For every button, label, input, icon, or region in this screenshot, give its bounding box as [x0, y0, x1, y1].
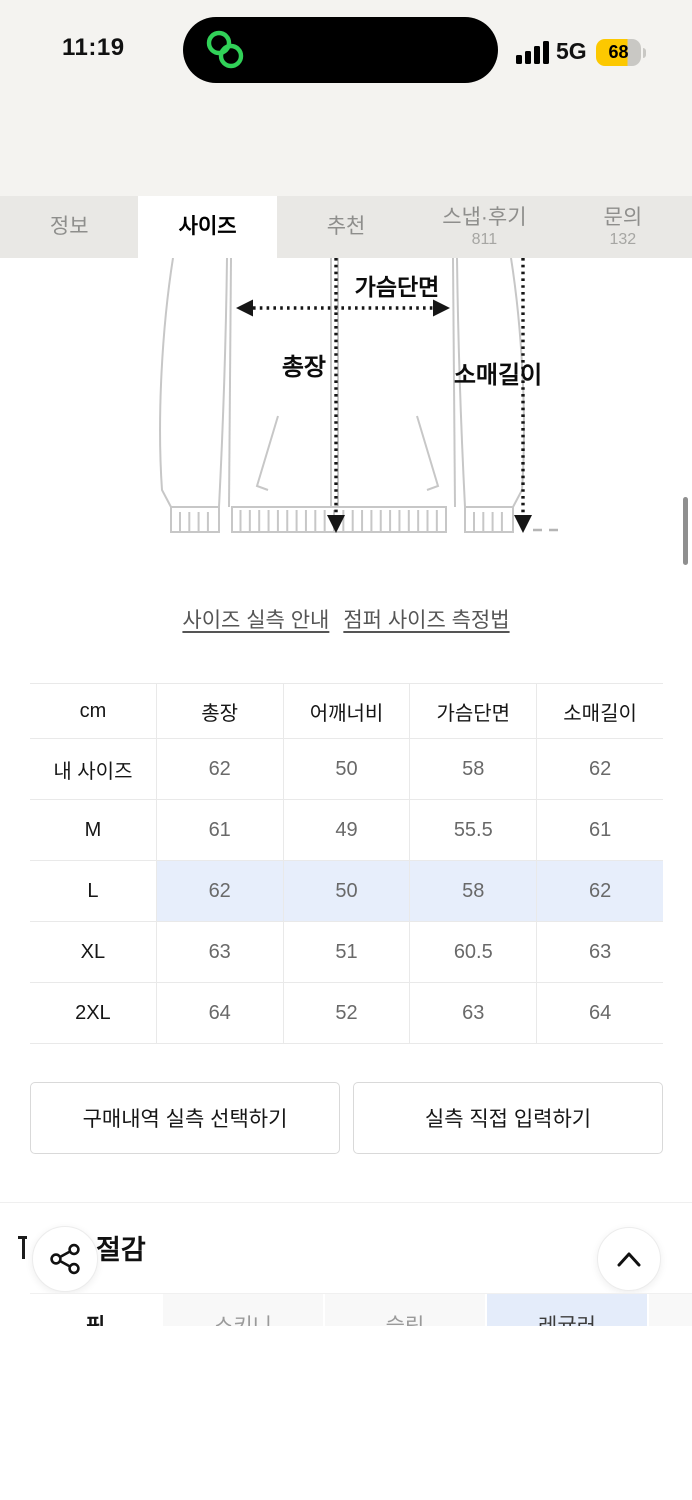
purchase-bar: 5.6천 구매하기 [0, 1326, 692, 1500]
scroll-to-top-button[interactable] [597, 1227, 661, 1291]
share-nodes-icon [50, 1243, 80, 1275]
dynamic-island [183, 17, 498, 83]
jumper-measure-method-link[interactable]: 점퍼 사이즈 측정법 [343, 609, 510, 632]
size-table-row: XL 63 51 60.5 63 [30, 922, 663, 983]
size-value-cell: 55.5 [409, 800, 536, 860]
size-value-cell: 60.5 [409, 922, 536, 982]
size-table: cm 총장 어깨너비 가슴단면 소매길이 내 사이즈 62 50 58 62 M 61 49 55.5 61… [30, 683, 663, 1044]
measure-actions: 구매내역 실측 선택하기 실측 직접 입력하기 [30, 1082, 663, 1154]
review-count: 811 [471, 230, 498, 248]
fit-section-heading: 절감 [96, 1235, 146, 1265]
tab-info[interactable]: 정보 [49, 215, 89, 239]
size-value-cell: 62 [155, 861, 283, 921]
size-value-cell: 51 [282, 922, 410, 982]
inquiry-count: 132 [609, 230, 637, 248]
size-table-row: 내 사이즈 62 50 58 62 [30, 739, 663, 800]
size-row-label: M [84, 818, 102, 841]
nav-bar [0, 100, 692, 270]
section-divider [0, 1202, 692, 1203]
size-value-cell: 58 [409, 861, 537, 921]
sleeve-length-label: 소매길이 [453, 362, 543, 389]
battery-indicator: 68 [596, 39, 641, 66]
green-link-rings-icon [206, 30, 244, 69]
share-button[interactable] [32, 1226, 98, 1292]
size-value-cell: 58 [409, 739, 536, 799]
size-value-cell: 61 [155, 800, 283, 860]
tab-snap-reviews[interactable]: 스냅·후기 811 [442, 205, 527, 248]
size-value-cell: 63 [536, 922, 663, 982]
scrollbar-thumb[interactable] [683, 497, 688, 565]
size-value-cell: 62 [536, 739, 663, 799]
size-table-row: L 62 50 58 62 [30, 861, 663, 922]
size-row-label: L [87, 879, 99, 902]
size-measure-guide-link[interactable]: 사이즈 실측 안내 [182, 609, 330, 632]
signal-bars-icon [516, 41, 549, 64]
measure-links: 사이즈 실측 안내 점퍼 사이즈 측정법 [0, 604, 692, 634]
clock: 11:19 [62, 34, 125, 61]
size-table-header-cell: cm [79, 699, 107, 722]
jacket-measurement-diagram: 가슴단면 총장 소매길이 [0, 257, 692, 570]
tab-inquiry[interactable]: 문의 132 [603, 205, 643, 248]
network-type: 5G [556, 38, 587, 64]
size-value-cell: 52 [282, 983, 410, 1043]
battery-tip [643, 48, 646, 58]
size-value-cell: 62 [155, 739, 283, 799]
size-table-header-cell: 가슴단면 [409, 684, 536, 738]
size-value-cell: 64 [155, 983, 283, 1043]
input-measure-button[interactable]: 실측 직접 입력하기 [353, 1082, 663, 1154]
size-table-row: 2XL 64 52 63 64 [30, 983, 663, 1044]
size-value-cell: 49 [282, 800, 410, 860]
tab-bar: 정보 사이즈 추천 스냅·후기 811 문의 132 [0, 196, 692, 258]
size-table-row: M 61 49 55.5 61 [30, 800, 663, 861]
select-purchase-measure-button[interactable]: 구매내역 실측 선택하기 [30, 1082, 340, 1154]
size-value-cell: 63 [409, 983, 536, 1043]
size-value-cell: 63 [155, 922, 283, 982]
size-value-cell: 50 [282, 739, 410, 799]
chevron-up-icon [617, 1252, 641, 1267]
size-value-cell: 62 [536, 861, 663, 921]
partial-heading-fragment [22, 1237, 25, 1259]
tab-size[interactable]: 사이즈 [138, 196, 277, 258]
size-value-cell: 64 [536, 983, 663, 1043]
size-table-header-cell: 총장 [155, 684, 283, 738]
size-value-cell: 50 [282, 861, 410, 921]
total-length-label: 총장 [281, 354, 326, 381]
size-row-label: XL [80, 940, 106, 963]
size-table-header-cell: 소매길이 [536, 684, 663, 738]
status-bar: 11:19 5G 68 [0, 0, 692, 100]
size-table-header-cell: 어깨너비 [282, 684, 410, 738]
chest-width-label: 가슴단면 [354, 274, 440, 300]
size-value-cell: 61 [536, 800, 663, 860]
size-row-label: 2XL [75, 1001, 111, 1024]
size-row-label: 내 사이즈 [53, 760, 133, 783]
jacket-outline-drawing [159, 257, 564, 533]
tab-recommend[interactable]: 추천 [326, 215, 366, 239]
